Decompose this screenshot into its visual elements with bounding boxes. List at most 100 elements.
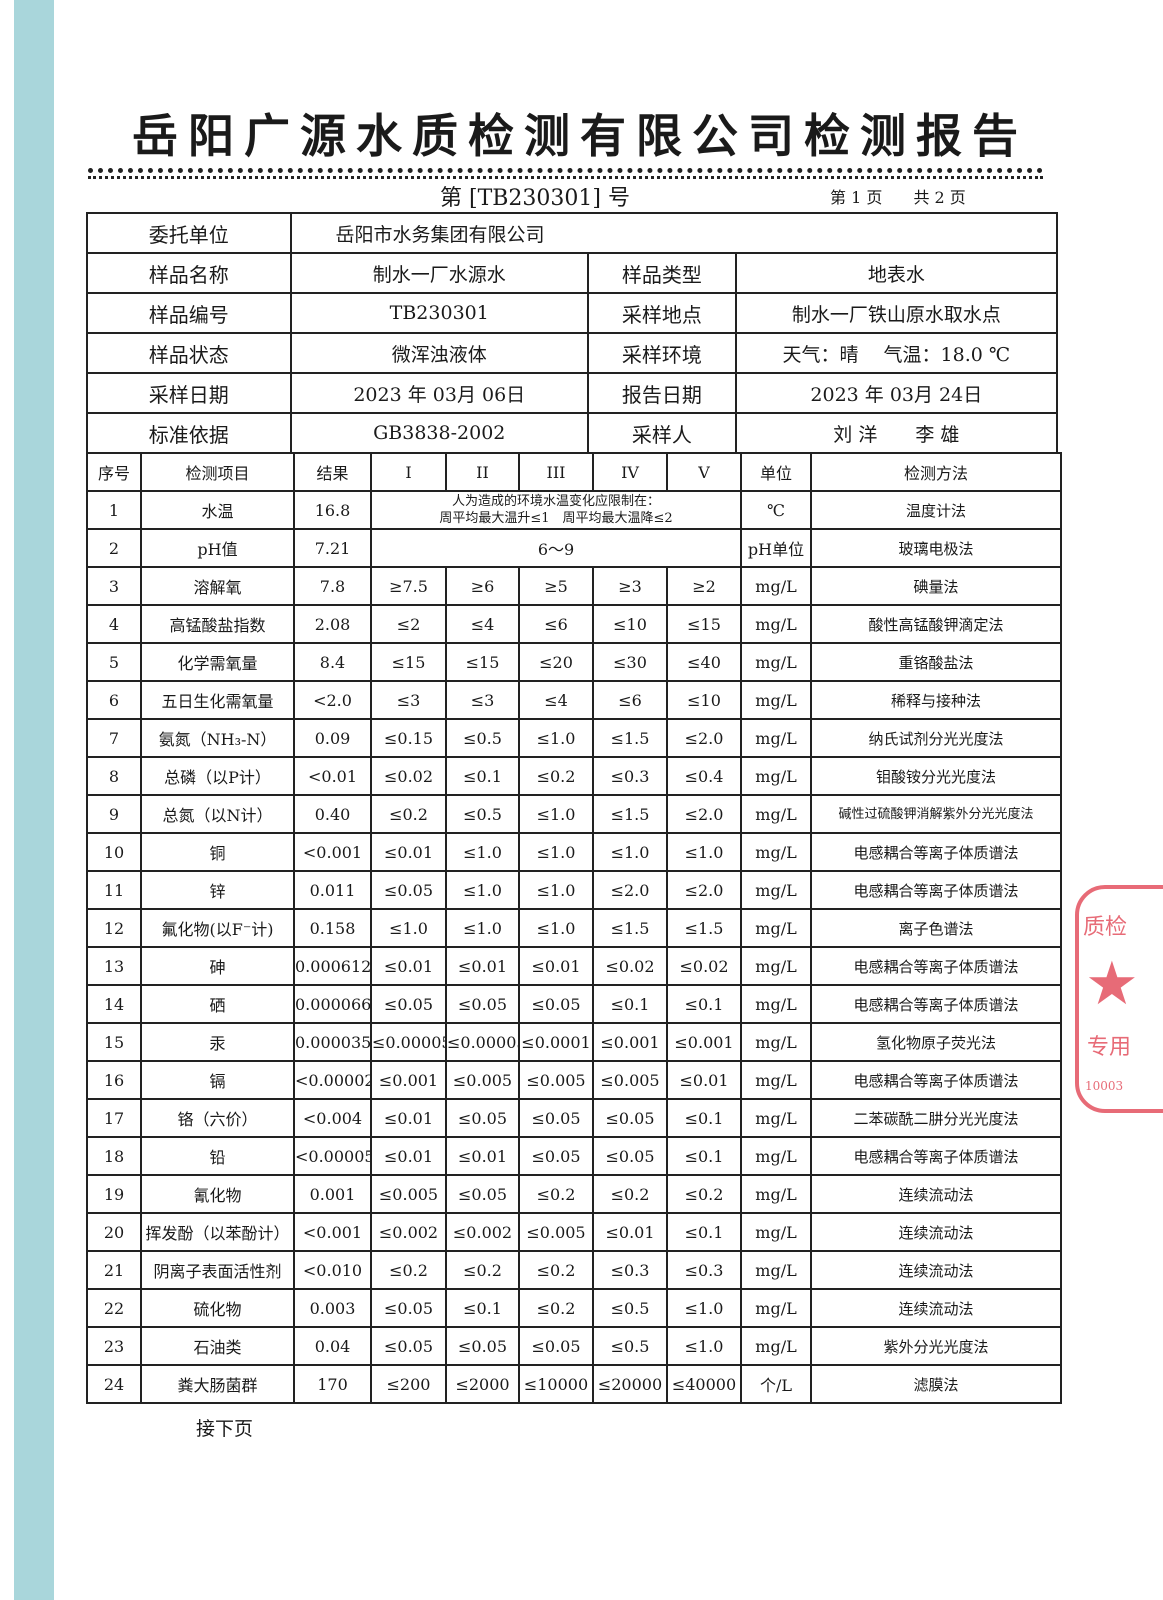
client-label: 委托单位 — [86, 212, 292, 254]
row-number: 19 — [86, 1174, 142, 1214]
class-v-limit: ≤0.1 — [666, 1136, 742, 1176]
column-header: 序号 — [86, 452, 142, 492]
test-method: 钼酸铵分光光度法 — [810, 756, 1062, 796]
class-i-limit: ≤0.01 — [370, 832, 447, 872]
results-table: 序号 检测项目 结果 I II III IV V 单位 检测方法 1 水温 16.8 人为造成的环境水温变… — [86, 452, 1062, 1404]
result: <0.000020 — [293, 1060, 372, 1100]
table-row: 10 铜 <0.001 ≤0.01 ≤1.0 ≤1.0 ≤1.0 ≤1.0 mg/L 电感耦合等离… — [86, 832, 1062, 872]
class-iii-limit: ≤1.0 — [518, 908, 594, 948]
report-date-label: 报告日期 — [587, 372, 737, 414]
test-item: 铅 — [140, 1136, 295, 1176]
test-item: 镉 — [140, 1060, 295, 1100]
class-iv-limit: ≤20000 — [592, 1364, 668, 1404]
class-v-limit: ≤15 — [666, 604, 742, 644]
result: 7.21 — [293, 528, 372, 568]
table-row: 4 高锰酸盐指数 2.08 ≤2 ≤4 ≤6 ≤10 ≤15 mg/L 酸性高锰酸钾滴定法 — [86, 604, 1062, 644]
unit: mg/L — [740, 1136, 812, 1176]
row-number: 13 — [86, 946, 142, 986]
table-row: 18铅<0.000050≤0.01≤0.01≤0.05≤0.05≤0.1mg/L… — [86, 1136, 1062, 1176]
class-iii-limit: ≤0.005 — [518, 1212, 594, 1252]
unit: mg/L — [740, 794, 812, 834]
test-item: 溶解氧 — [140, 566, 295, 606]
table-row: 8 总磷（以P计） <0.01 ≤0.02 ≤0.1 ≤0.2 ≤0.3 ≤0.4 mg/L 钼酸… — [86, 756, 1062, 796]
class-iii-limit: ≤20 — [518, 642, 594, 682]
page-total: 共 2 页 — [913, 188, 966, 207]
temperature-limit: 人为造成的环境水温变化应限制在： 周平均最大温升≤1 周平均最大温降≤2 — [370, 490, 742, 530]
info-row: 样品状态 微浑浊液体 采样环境 天气：晴 气温：18.0 ℃ — [86, 332, 1059, 374]
info-row: 样品名称 制水一厂水源水 样品类型 地表水 — [86, 252, 1059, 294]
row-number: 15 — [86, 1022, 142, 1062]
class-iv-limit: ≤0.05 — [592, 1136, 668, 1176]
class-ii-limit: ≤0.05 — [445, 1326, 520, 1366]
unit: mg/L — [740, 1212, 812, 1252]
test-method: 电感耦合等离子体质谱法 — [810, 984, 1062, 1024]
class-iii-limit: ≤1.0 — [518, 870, 594, 910]
row-number: 17 — [86, 1098, 142, 1138]
test-item: 高锰酸盐指数 — [140, 604, 295, 644]
result: 0.158 — [293, 908, 372, 948]
class-v-limit: ≤2.0 — [666, 718, 742, 758]
class-iv-limit: ≤1.5 — [592, 908, 668, 948]
class-v-limit: ≤2.0 — [666, 794, 742, 834]
class-v-limit: ≤2.0 — [666, 870, 742, 910]
date-label: 采样日期 — [86, 372, 292, 414]
class-ii-limit: ≤1.0 — [445, 870, 520, 910]
class-i-limit: ≤0.005 — [370, 1174, 447, 1214]
standard-label: 标准依据 — [86, 412, 292, 454]
sample-type-value: 地表水 — [734, 252, 1059, 294]
class-iii-limit: ≤0.2 — [518, 1174, 594, 1214]
table-row: 13 砷 0.000612 ≤0.01 ≤0.01 ≤0.01 ≤0.02 ≤0.02 mg/L… — [86, 946, 1062, 986]
test-method: 碘量法 — [810, 566, 1062, 606]
test-item: 总磷（以P计） — [140, 756, 295, 796]
test-item: 砷 — [140, 946, 295, 986]
test-method: 氢化物原子荧光法 — [810, 1022, 1062, 1062]
unit: mg/L — [740, 870, 812, 910]
class-iii-limit: ≤0.05 — [518, 984, 594, 1024]
test-method: 连续流动法 — [810, 1174, 1062, 1214]
test-method: 电感耦合等离子体质谱法 — [810, 1136, 1062, 1176]
table-row: 22 硫化物 0.003 ≤0.05 ≤0.1 ≤0.2 ≤0.5 ≤1.0 mg/L 连续流动法 — [86, 1288, 1062, 1328]
result: 0.000035 — [293, 1022, 372, 1062]
result: 8.4 — [293, 642, 372, 682]
result: 0.04 — [293, 1326, 372, 1366]
class-ii-limit: ≤0.5 — [445, 718, 520, 758]
sample-name-label: 样品名称 — [86, 252, 292, 294]
class-i-limit: ≤15 — [370, 642, 447, 682]
row-number: 3 — [86, 566, 142, 606]
page-current: 第 1 页 — [830, 188, 883, 207]
test-method: 电感耦合等离子体质谱法 — [810, 832, 1062, 872]
column-header: 检测项目 — [140, 452, 295, 492]
class-ii-limit: ≤0.005 — [445, 1060, 520, 1100]
table-row: 2 pH值 7.21 6～9 pH单位 玻璃电极法 — [86, 528, 1062, 568]
result: 0.001 — [293, 1174, 372, 1214]
class-v-limit: ≤0.2 — [666, 1174, 742, 1214]
test-method: 温度计法 — [810, 490, 1062, 530]
class-i-limit: ≤0.05 — [370, 1288, 447, 1328]
unit: mg/L — [740, 1250, 812, 1290]
class-ii-limit: ≤1.0 — [445, 832, 520, 872]
class-i-limit: ≤0.05 — [370, 984, 447, 1024]
class-ii-limit: ≥6 — [445, 566, 520, 606]
class-i-limit: ≤0.2 — [370, 1250, 447, 1290]
class-v-limit: ≤40000 — [666, 1364, 742, 1404]
class-iv-limit: ≤0.05 — [592, 1098, 668, 1138]
test-item: 石油类 — [140, 1326, 295, 1366]
class-v-limit: ≤1.0 — [666, 1326, 742, 1366]
class-iii-limit: ≤0.05 — [518, 1136, 594, 1176]
class-i-limit: ≤0.02 — [370, 756, 447, 796]
class-i-limit: ≤0.01 — [370, 1136, 447, 1176]
test-method: 连续流动法 — [810, 1212, 1062, 1252]
row-number: 14 — [86, 984, 142, 1024]
result: <0.001 — [293, 832, 372, 872]
class-v-limit: ≤0.1 — [666, 1098, 742, 1138]
row-number: 5 — [86, 642, 142, 682]
test-item: 阴离子表面活性剂 — [140, 1250, 295, 1290]
test-method: 玻璃电极法 — [810, 528, 1062, 568]
column-header: 结果 — [293, 452, 372, 492]
class-ii-limit: ≤2000 — [445, 1364, 520, 1404]
table-row: 17 铬（六价） <0.004 ≤0.01 ≤0.05 ≤0.05 ≤0.05 ≤0.1 mg/… — [86, 1098, 1062, 1138]
class-i-limit: ≤0.2 — [370, 794, 447, 834]
test-item: 五日生化需氧量 — [140, 680, 295, 720]
sample-no-value: TB230301 — [289, 292, 590, 334]
test-item: 汞 — [140, 1022, 295, 1062]
